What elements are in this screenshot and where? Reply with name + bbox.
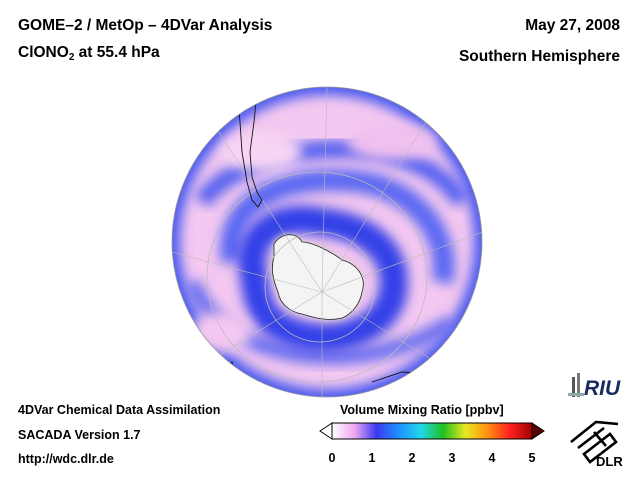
region-label: Southern Hemisphere — [458, 48, 620, 65]
riu-logo: RIU — [568, 373, 621, 400]
colorbar-tick-label: 3 — [448, 451, 456, 465]
colorbar-tick-label: 0 — [328, 451, 336, 465]
colorbar-tick-label: 4 — [488, 451, 496, 465]
dlr-logo: DLR — [570, 420, 623, 468]
dlr-logo-text: DLR — [596, 454, 623, 468]
species-subscript: 2 — [68, 52, 75, 63]
riu-logo-text: RIU — [584, 377, 621, 400]
colorbar-tick-label: 5 — [528, 451, 536, 465]
colorbar-gradient-bar — [331, 422, 533, 440]
dlr-logo-mark — [570, 420, 619, 464]
colorbar-max-arrow — [531, 422, 545, 440]
africa-coast — [451, 95, 473, 158]
date-label: May 27, 2008 — [525, 17, 620, 34]
footer-line-2: SACADA Version 1.7 — [18, 428, 141, 442]
colorbar-title: Volume Mixing Ratio [ppbv] — [340, 403, 504, 417]
colorbar-tick-label: 1 — [368, 451, 376, 465]
latitude-graticule — [206, 171, 428, 383]
colorbar — [319, 422, 545, 440]
colorbar-tick-label: 2 — [408, 451, 416, 465]
globe-map — [171, 86, 483, 398]
map-title: GOME–2 / MetOp – 4DVar Analysis — [18, 17, 273, 34]
south-america-coast — [236, 87, 263, 208]
species-name: ClONO — [18, 44, 69, 61]
footer-line-1: 4DVar Chemical Data Assimilation — [18, 403, 221, 417]
footer-url[interactable]: http://wdc.dlr.de — [18, 452, 114, 466]
map-subtitle: ClONO2 at 55.4 hPa — [18, 44, 160, 63]
new-zealand-coast — [221, 361, 235, 375]
pressure-level: at 55.4 hPa — [74, 44, 160, 61]
colorbar-min-arrow — [319, 422, 333, 440]
mixing-ratio-field — [172, 87, 482, 397]
